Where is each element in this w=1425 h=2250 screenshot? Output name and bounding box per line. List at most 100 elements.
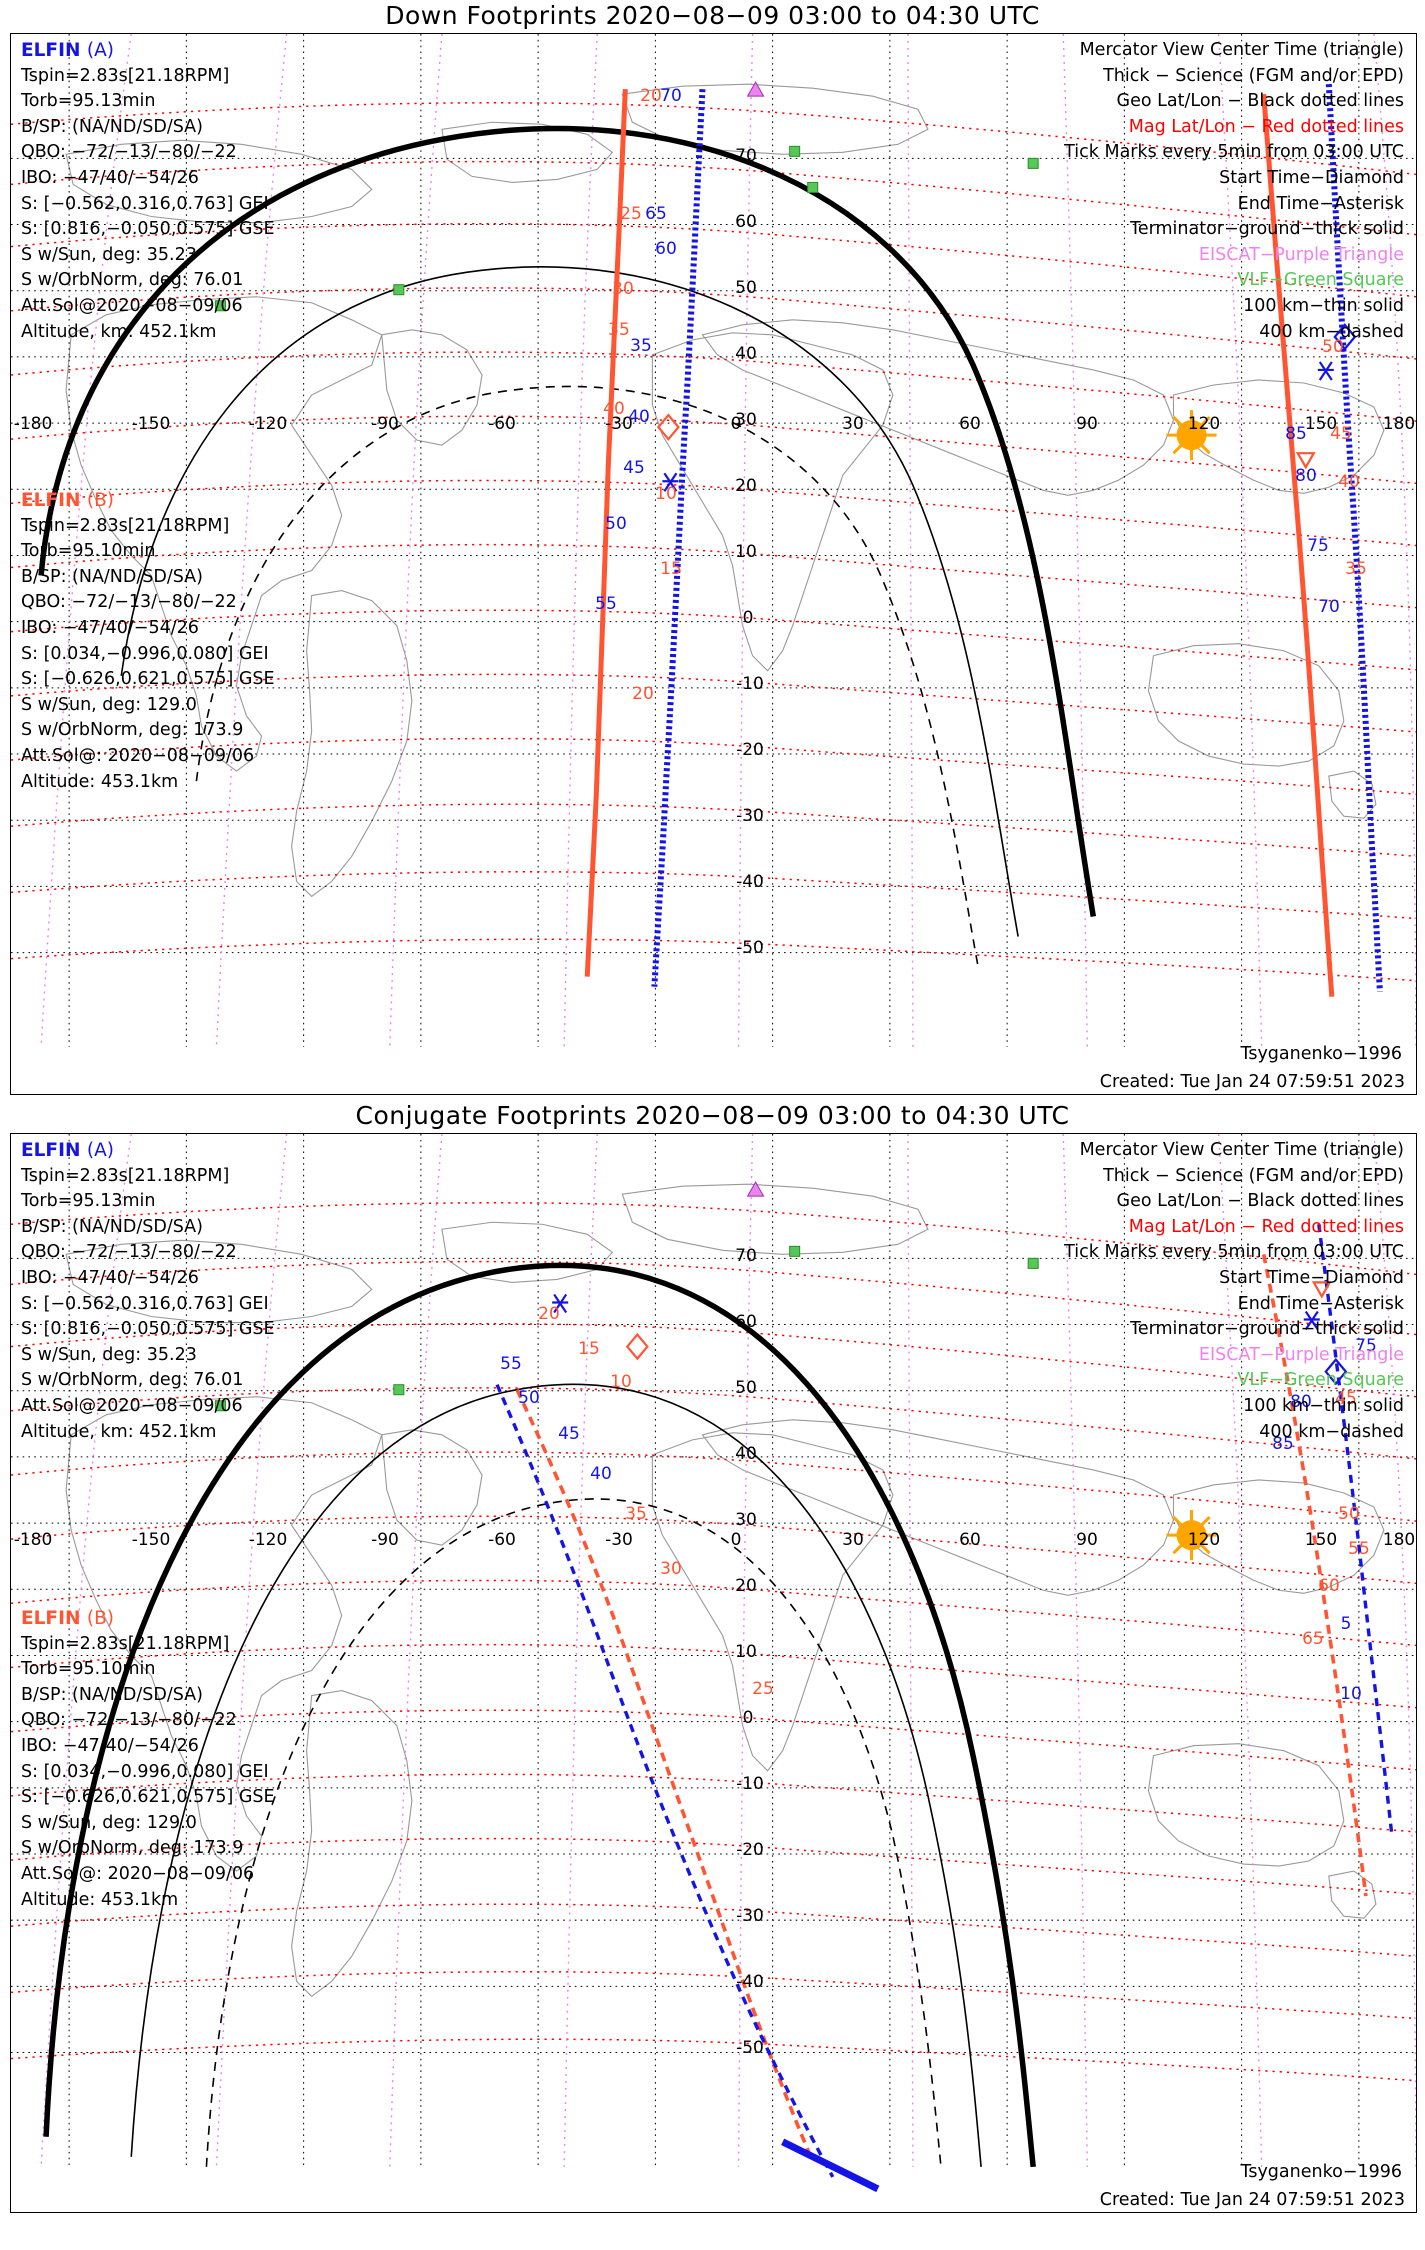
info-line: Torb=95.10min: [21, 1659, 156, 1680]
lon-tick: -120: [248, 1530, 288, 1550]
legend-item: Thick − Science (FGM and/or EPD): [1103, 1165, 1404, 1186]
vlf-square-conj-1: [789, 1245, 801, 1257]
lon-tick: -90: [371, 1530, 399, 1550]
orbit-tick-label: 65: [645, 204, 667, 224]
orbit-tick-label: 10: [610, 1372, 632, 1392]
legend-down: Mercator View Center Time (triangle) Thi…: [1064, 38, 1404, 345]
lat-tick: 0: [742, 1708, 754, 1728]
map-graphics-conjugate: [11, 1134, 1416, 2193]
legend-item: Thick − Science (FGM and/or EPD): [1103, 65, 1404, 86]
orbit-tick-label: 40: [603, 399, 625, 419]
orbit-tick-label: 80: [1290, 1392, 1312, 1412]
lon-tick: -90: [371, 414, 399, 434]
sat-a-letter: (A): [86, 40, 114, 61]
lat-tick: 30: [735, 410, 757, 430]
lon-tick: 60: [959, 1530, 981, 1550]
lon-tick: 150: [1304, 1530, 1338, 1550]
lon-tick: -60: [488, 414, 516, 434]
lon-tick: -30: [605, 1530, 633, 1550]
info-line: Tspin=2.83s[21.18RPM]: [21, 1633, 230, 1654]
sat-b-name: ELFIN: [21, 1608, 81, 1629]
lat-tick: 40: [735, 344, 757, 364]
sat-a-header: ELFIN (A): [21, 38, 275, 64]
lon-tick: 120: [1187, 414, 1221, 434]
mag-meridians: [40, 1134, 1416, 2167]
start-marker-down: [656, 323, 1357, 441]
lat-tick: 60: [735, 212, 757, 232]
orbit-tick-label: 40: [628, 407, 650, 427]
info-line: QBO: −72/−13/−80/−22: [21, 142, 237, 163]
lon-tick: 30: [842, 414, 864, 434]
lon-tick: -180: [13, 414, 53, 434]
orbit-tick-label: 75: [1355, 1336, 1377, 1356]
orbit-tick-label: 35: [625, 1504, 647, 1524]
orbit-tick-label: 20: [538, 1304, 560, 1324]
map-canvas-conjugate: [11, 1134, 1416, 2212]
info-line: Att.Sol@: 2020−08−09/06: [21, 1863, 255, 1884]
legend-item: End Time−Asterisk: [1237, 1293, 1404, 1314]
vlf-square-down-4: [393, 284, 405, 296]
orbit-tick-label: 40: [1338, 472, 1360, 492]
info-line: IBO: −47/40/−54/26: [21, 617, 199, 638]
end-marker-down: [662, 361, 1334, 492]
orbit-tick-label: 20: [640, 86, 662, 106]
sat-b-letter: (B): [86, 490, 115, 511]
info-line: IBO: −47/40/−54/26: [21, 1735, 199, 1756]
sat-a-letter: (A): [86, 1140, 114, 1161]
orbit-tick-label: 50: [605, 514, 627, 534]
lat-tick: 70: [735, 1246, 757, 1266]
vlf-square-down-5: [214, 300, 226, 312]
info-line: Torb=95.10min: [21, 541, 156, 562]
info-elfin-b-down: ELFIN (B) Tspin=2.83s[21.18RPM] Torb=95.…: [21, 488, 275, 795]
legend-item: 100 km−thin solid: [1243, 1395, 1404, 1416]
info-line: IBO: −47/40/−54/26: [21, 1267, 199, 1288]
orbit-tick-label: 35: [630, 336, 652, 356]
orbit-tick-label: 85: [1285, 424, 1307, 444]
orbit-tick-label: 20: [632, 684, 654, 704]
lat-tick: -30: [736, 1906, 764, 1926]
lat-tick: -40: [736, 872, 764, 892]
legend-item: End Time−Asterisk: [1237, 193, 1404, 214]
legend-item: VLF−Green Square: [1237, 270, 1404, 291]
info-line: S w/Sun, deg: 35.23: [21, 1344, 197, 1365]
orbit-tick-label: 45: [1330, 424, 1352, 444]
legend-item: Start Time−Diamond: [1219, 167, 1404, 188]
lat-tick: 60: [735, 1312, 757, 1332]
info-line: Altitude: 453.1km: [21, 1889, 179, 1910]
lon-tick: 150: [1304, 414, 1338, 434]
info-line: S w/Sun, deg: 129.0: [21, 694, 197, 715]
legend-item: Mercator View Center Time (triangle): [1079, 40, 1404, 60]
lat-tick: 50: [735, 1378, 757, 1398]
info-line: S w/OrbNorm, deg: 173.9: [21, 1838, 244, 1859]
orbit-tick-label: 35: [608, 320, 630, 340]
lat-tick: 10: [735, 1642, 757, 1662]
credit-model-conjugate: Tsyganenko−1996: [1240, 2162, 1402, 2182]
info-line: QBO: −72/−13/−80/−22: [21, 592, 237, 613]
orbit-tick-label: 15: [660, 559, 682, 579]
lat-tick: 0: [742, 608, 754, 628]
legend-item: Tick Marks every 5min from 03:00 UTC: [1064, 1242, 1404, 1263]
eiscat-triangle-down: [746, 81, 765, 97]
sat-b-header: ELFIN (B): [21, 1606, 275, 1632]
map-canvas-down: [11, 34, 1416, 1094]
lat-tick: 50: [735, 278, 757, 298]
orbit-tick-label: 50: [518, 1388, 540, 1408]
vlf-square-conj-4: [214, 1400, 226, 1412]
info-line: S: [0.816,−0.050,0.575] GSE: [21, 219, 275, 240]
orbit-tick-label: 60: [655, 239, 677, 259]
lon-tick: 180: [1382, 1530, 1416, 1550]
sun-marker-conjugate: [1166, 1510, 1217, 1561]
info-line: S w/OrbNorm, deg: 76.01: [21, 1370, 244, 1391]
lon-tick: 90: [1076, 1530, 1098, 1550]
legend-item: 400 km−dashed: [1259, 1421, 1404, 1442]
info-line: Att.Sol@: 2020−08−09/06: [21, 745, 255, 766]
info-line: Altitude, km: 452.1km: [21, 321, 217, 342]
orbit-tick-label: 40: [590, 1464, 612, 1484]
legend-item: Geo Lat/Lon − Black dotted lines: [1116, 91, 1404, 112]
info-line: S w/OrbNorm, deg: 76.01: [21, 270, 244, 291]
credit-created-conjugate: Created: Tue Jan 24 07:59:51 2023: [1099, 2190, 1405, 2210]
info-line: B/SP: (NA/ND/SD/SA): [21, 566, 203, 587]
orbit-tick-label: 55: [1348, 1539, 1370, 1559]
geo-graticule: [11, 34, 1416, 1047]
